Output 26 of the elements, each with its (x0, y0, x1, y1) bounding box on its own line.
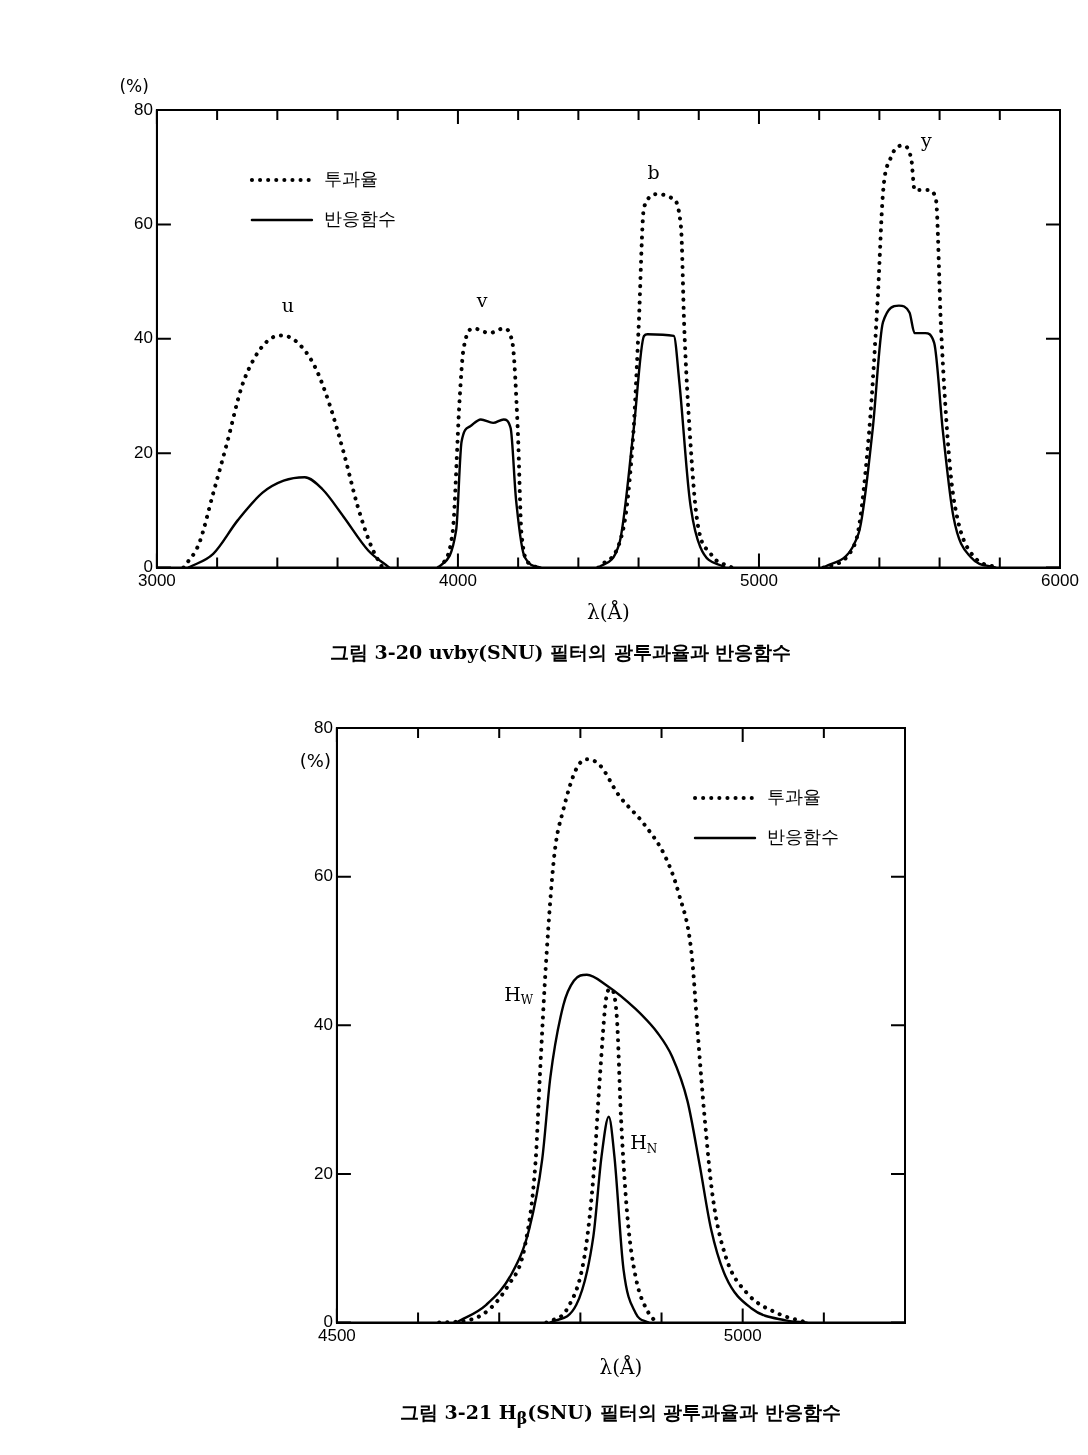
y-axis-title: (%) (299, 749, 331, 771)
x-tick-label: 4000 (439, 571, 477, 591)
annotation: u (281, 293, 294, 316)
annotation: y (919, 128, 932, 151)
y-tick-label: 80 (313, 717, 333, 737)
y-tick-label: 60 (313, 866, 333, 886)
y-axis-title: (%) (119, 76, 149, 97)
x-tick-label: 5000 (740, 571, 778, 591)
y-tick-label: 20 (313, 1163, 333, 1183)
text: 그림 3-21 H$_{β}$(SNU) 필터의 광투과율과 반응함수 (400, 1400, 841, 1428)
x-tick-label: 5000 (723, 1326, 762, 1346)
legend-label: 반응함수 (323, 207, 396, 229)
legend-label: 투과율 (323, 167, 378, 189)
legend-label: 투과율 (767, 785, 821, 807)
x-tick-label: 6000 (1041, 571, 1079, 591)
y-tick-label: 40 (313, 1014, 333, 1034)
x-axis-title: λ(Å) (599, 1354, 643, 1380)
legend-label: 반응함수 (767, 825, 839, 847)
y-tick-label: 20 (133, 442, 153, 462)
x-axis-title: λ(Å) (587, 599, 630, 625)
y-tick-label: 80 (133, 99, 153, 119)
y-tick-label: 40 (133, 328, 153, 348)
y-tick-label: 60 (133, 214, 153, 234)
annotation: b (647, 161, 660, 183)
text: 그림 3-20 uvby(SNU) 필터의 광투과율과 반응함수 (330, 640, 792, 665)
annotation: v (475, 289, 488, 312)
